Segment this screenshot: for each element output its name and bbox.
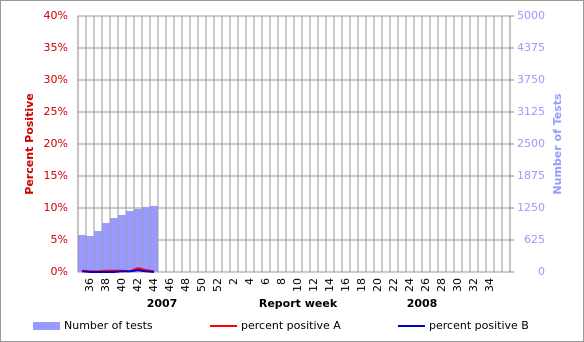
x-tick-label: 46 (163, 278, 176, 292)
x-tick-label: 6 (259, 278, 272, 285)
x-tick-label: 22 (387, 278, 400, 292)
y-tick-label: 35% (44, 41, 68, 54)
x-tick-label: 48 (179, 278, 192, 292)
bar (86, 236, 94, 272)
x-tick-label: 24 (403, 278, 416, 292)
bar (78, 234, 86, 272)
y2-tick-label: 0 (538, 265, 545, 278)
y-tick-label: 25% (44, 105, 68, 118)
x-tick-label: 30 (451, 278, 464, 292)
y2-tick-label: 1875 (517, 169, 545, 182)
year-label: 2007 (147, 297, 178, 310)
y-tick-label: 0% (51, 265, 68, 278)
y-tick-label: 10% (44, 201, 68, 214)
bar (118, 215, 126, 272)
x-tick-label: 8 (275, 278, 288, 285)
y2-tick-label: 3750 (517, 73, 545, 86)
y2-axis-label: Number of Tests (551, 93, 564, 195)
x-tick-label: 26 (419, 278, 432, 292)
x-tick-label: 42 (131, 278, 144, 292)
x-tick-label: 32 (467, 278, 480, 292)
x-tick-label: 40 (115, 278, 128, 292)
x-tick-label: 52 (211, 278, 224, 292)
x-tick-label: 10 (291, 278, 304, 292)
bar (150, 206, 158, 272)
y-axis-label: Percent Positive (23, 93, 36, 194)
y2-tick-label: 5000 (517, 9, 545, 22)
y-tick-label: 30% (44, 73, 68, 86)
y-tick-label: 40% (44, 9, 68, 22)
y2-tick-label: 2500 (517, 137, 545, 150)
x-axis-label: Report week (259, 297, 338, 310)
year-label: 2008 (407, 297, 438, 310)
legend-label: percent positive A (241, 319, 341, 332)
y-tick-label: 20% (44, 137, 68, 150)
line (81, 269, 155, 273)
y2-tick-label: 3125 (517, 105, 545, 118)
legend-label: percent positive B (429, 319, 529, 332)
x-tick-label: 14 (323, 278, 336, 292)
y2-tick-label: 1250 (517, 201, 545, 214)
y-tick-label: 15% (44, 169, 68, 182)
bar (126, 211, 134, 272)
x-tick-label: 38 (99, 278, 112, 292)
x-tick-label: 4 (243, 278, 256, 285)
x-tick-label: 2 (227, 278, 240, 285)
legend-swatch (33, 322, 60, 330)
x-tick-label: 20 (371, 278, 384, 292)
y2-tick-label: 625 (524, 233, 545, 246)
y-tick-label: 5% (51, 233, 68, 246)
x-tick-label: 16 (339, 278, 352, 292)
x-tick-label: 50 (195, 278, 208, 292)
x-tick-label: 28 (435, 278, 448, 292)
bar (94, 231, 102, 272)
x-tick-label: 12 (307, 278, 320, 292)
legend-label: Number of tests (64, 319, 153, 332)
x-tick-label: 36 (83, 278, 96, 292)
x-tick-label: 44 (147, 278, 160, 292)
x-tick-label: 18 (355, 278, 368, 292)
bar (102, 223, 110, 272)
x-tick-label: 34 (483, 278, 496, 292)
bar (142, 206, 150, 272)
y2-tick-label: 4375 (517, 41, 545, 54)
bar (110, 217, 118, 272)
bar (134, 209, 142, 272)
